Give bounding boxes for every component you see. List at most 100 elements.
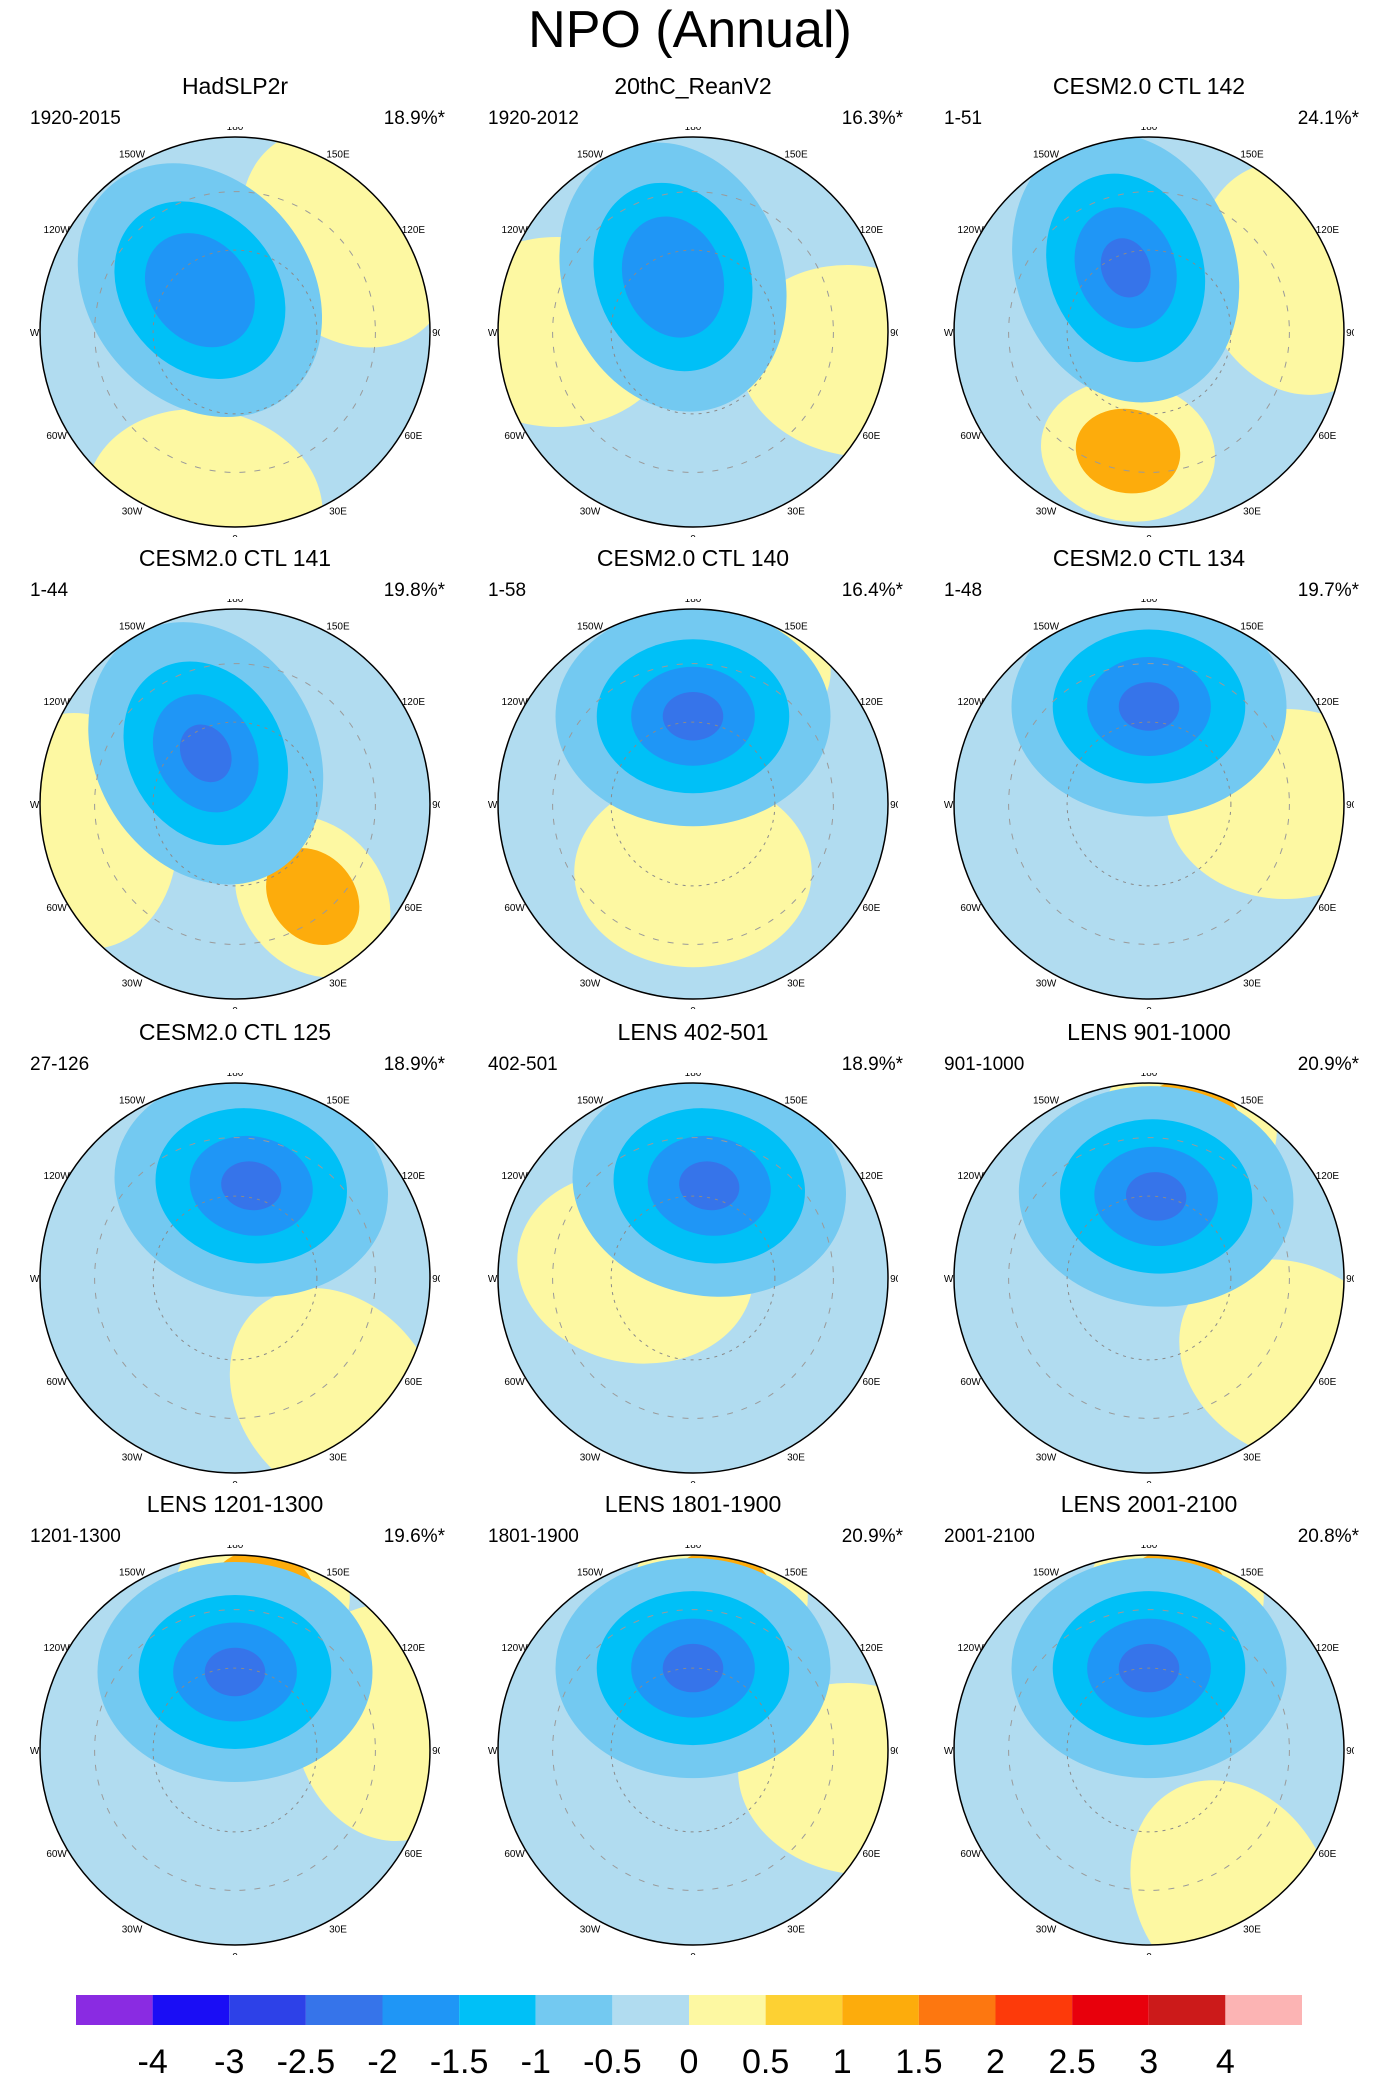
colorbar-swatch [918,1995,996,2025]
longitude-label: 180 [227,1545,244,1551]
colorbar-swatch [995,1995,1073,2025]
map-boundary [497,608,889,1000]
longitude-label: 60E [1319,1377,1337,1388]
panel-title: CESM2.0 CTL 125 [138,1019,332,1045]
longitude-label: 0 [1146,1006,1152,1009]
longitude-label: 120E [402,1171,426,1182]
map-boundary [39,136,431,528]
longitude-label: 120E [402,225,426,236]
colorbar-swatch [1148,1995,1226,2025]
panel-variance-explained: 19.6%* [383,1526,445,1547]
map-boundary [39,1554,431,1946]
longitude-label: 90W [30,1746,40,1757]
colorbar-swatch [535,1995,613,2025]
longitude-label: 0 [690,1952,696,1955]
longitude-label: 180 [685,1073,702,1079]
longitude-label: 60W [46,1849,67,1860]
longitude-label: 150E [326,1096,350,1107]
panel-variance-explained: 18.9%* [383,108,445,129]
longitude-label: 120E [402,697,426,708]
longitude-label: 120W [958,1171,985,1182]
colorbar-tick-label: -1 [521,2043,551,2081]
longitude-label: 60E [863,903,881,914]
longitude-label: 150W [1033,622,1060,633]
colorbar-tick-label: 2 [986,2043,1005,2081]
positive-anomaly [1179,1259,1344,1463]
panel-title: LENS 402-501 [617,1019,769,1045]
polar-map: 180 150E 120E 90E 60E 30E 0 30W 60W 90W 120W 150W [488,1545,898,1955]
longitude-label: 60W [504,903,525,914]
longitude-label: 30E [1243,978,1261,989]
colorbar-tick-label: -1.5 [430,2043,489,2081]
colorbar-tick-label: 0 [680,2043,699,2081]
longitude-label: 90E [1346,1274,1354,1285]
longitude-label: 30W [580,978,601,989]
colorbar-tick-label: 4 [1216,2043,1235,2081]
map-boundary [497,1554,889,1946]
longitude-label: 60E [1319,431,1337,442]
panel-title: CESM2.0 CTL 141 [138,545,332,571]
longitude-label: 30W [580,506,601,517]
longitude-label: 30E [329,1924,347,1935]
longitude-label: 30E [787,978,805,989]
longitude-label: 120W [44,1643,71,1654]
positive-anomaly [738,264,888,457]
longitude-label: 150W [577,1568,604,1579]
longitude-label: 150W [1033,1568,1060,1579]
longitude-label: 60W [46,1377,67,1388]
panel-title: CESM2.0 CTL 134 [1052,545,1246,571]
longitude-label: 90E [432,1746,440,1757]
longitude-label: 150W [577,150,604,161]
map-panel: 20thC_ReanV2 1920-2012 16.3%* 180 150E 120E 90… [488,72,928,542]
longitude-label: 30W [122,1452,143,1463]
longitude-label: 120E [1316,1643,1340,1654]
polar-map: 180 150E 120E 90E 60E 30E 0 30W 60W 90W 120W 150W [944,1073,1354,1483]
panel-period: 1-58 [488,580,527,601]
map-panel: LENS 1201-1300 1201-1300 19.6%* 180 150E 120E… [30,1490,470,1960]
longitude-label: 120E [860,697,884,708]
longitude-label: 60E [1319,903,1337,914]
colorbar-swatch [152,1995,230,2025]
panel-period: 402-501 [488,1054,558,1075]
longitude-label: 0 [1146,1952,1152,1955]
longitude-label: 90E [1346,328,1354,339]
positive-anomaly [86,409,323,527]
longitude-label: 60W [960,903,981,914]
panel-period: 27-126 [30,1054,90,1075]
longitude-label: 150E [326,1568,350,1579]
colorbar-swatch [229,1995,306,2025]
map-panel: LENS 1801-1900 1801-1900 20.9%* 180 150E 120E… [488,1490,928,1960]
longitude-label: 90W [488,1746,498,1757]
panel-variance-explained: 20.8%* [1297,1526,1359,1547]
negative-anomaly [204,1647,266,1697]
colorbar-tick-label: 1.5 [895,2043,942,2081]
longitude-label: 120W [958,1643,985,1654]
longitude-label: 90W [488,328,498,339]
panel-title: CESM2.0 CTL 140 [596,545,790,571]
panel-variance-explained: 16.4%* [841,580,903,601]
longitude-label: 90E [432,328,440,339]
longitude-label: 180 [227,599,244,605]
longitude-label: 30W [1036,1924,1057,1935]
longitude-label: 120W [502,1171,529,1182]
longitude-label: 60W [960,431,981,442]
map-panel: CESM2.0 CTL 125 27-126 18.9%* 180 150E 120E 90… [30,1018,470,1488]
map-panel: LENS 2001-2100 2001-2100 20.8%* 180 150E 120E… [944,1490,1380,1960]
negative-anomaly [1118,682,1180,731]
positive-anomaly [1197,162,1344,395]
longitude-label: 30E [1243,1452,1261,1463]
colorbar: -4 -3 -2.5 -2 -1.5 -1 -0.5 0 0.5 1 1.5 2 2.5 3 4 [76,1995,1302,2081]
longitude-label: 120W [502,697,529,708]
longitude-label: 150W [577,1096,604,1107]
panel-period: 1-44 [30,580,69,601]
colorbar-tick-label: 2.5 [1048,2043,1095,2081]
longitude-label: 90W [944,800,954,811]
longitude-label: 120W [502,1643,529,1654]
longitude-label: 120E [860,1643,884,1654]
panel-grid: HadSLP2r 1920-2015 18.9%* 180 150E 120E 90E 60E… [30,72,1380,1960]
longitude-label: 30E [787,506,805,517]
longitude-label: 60W [46,431,67,442]
longitude-label: 60E [863,1377,881,1388]
longitude-label: 60E [405,1377,423,1388]
longitude-label: 90E [1346,1746,1354,1757]
